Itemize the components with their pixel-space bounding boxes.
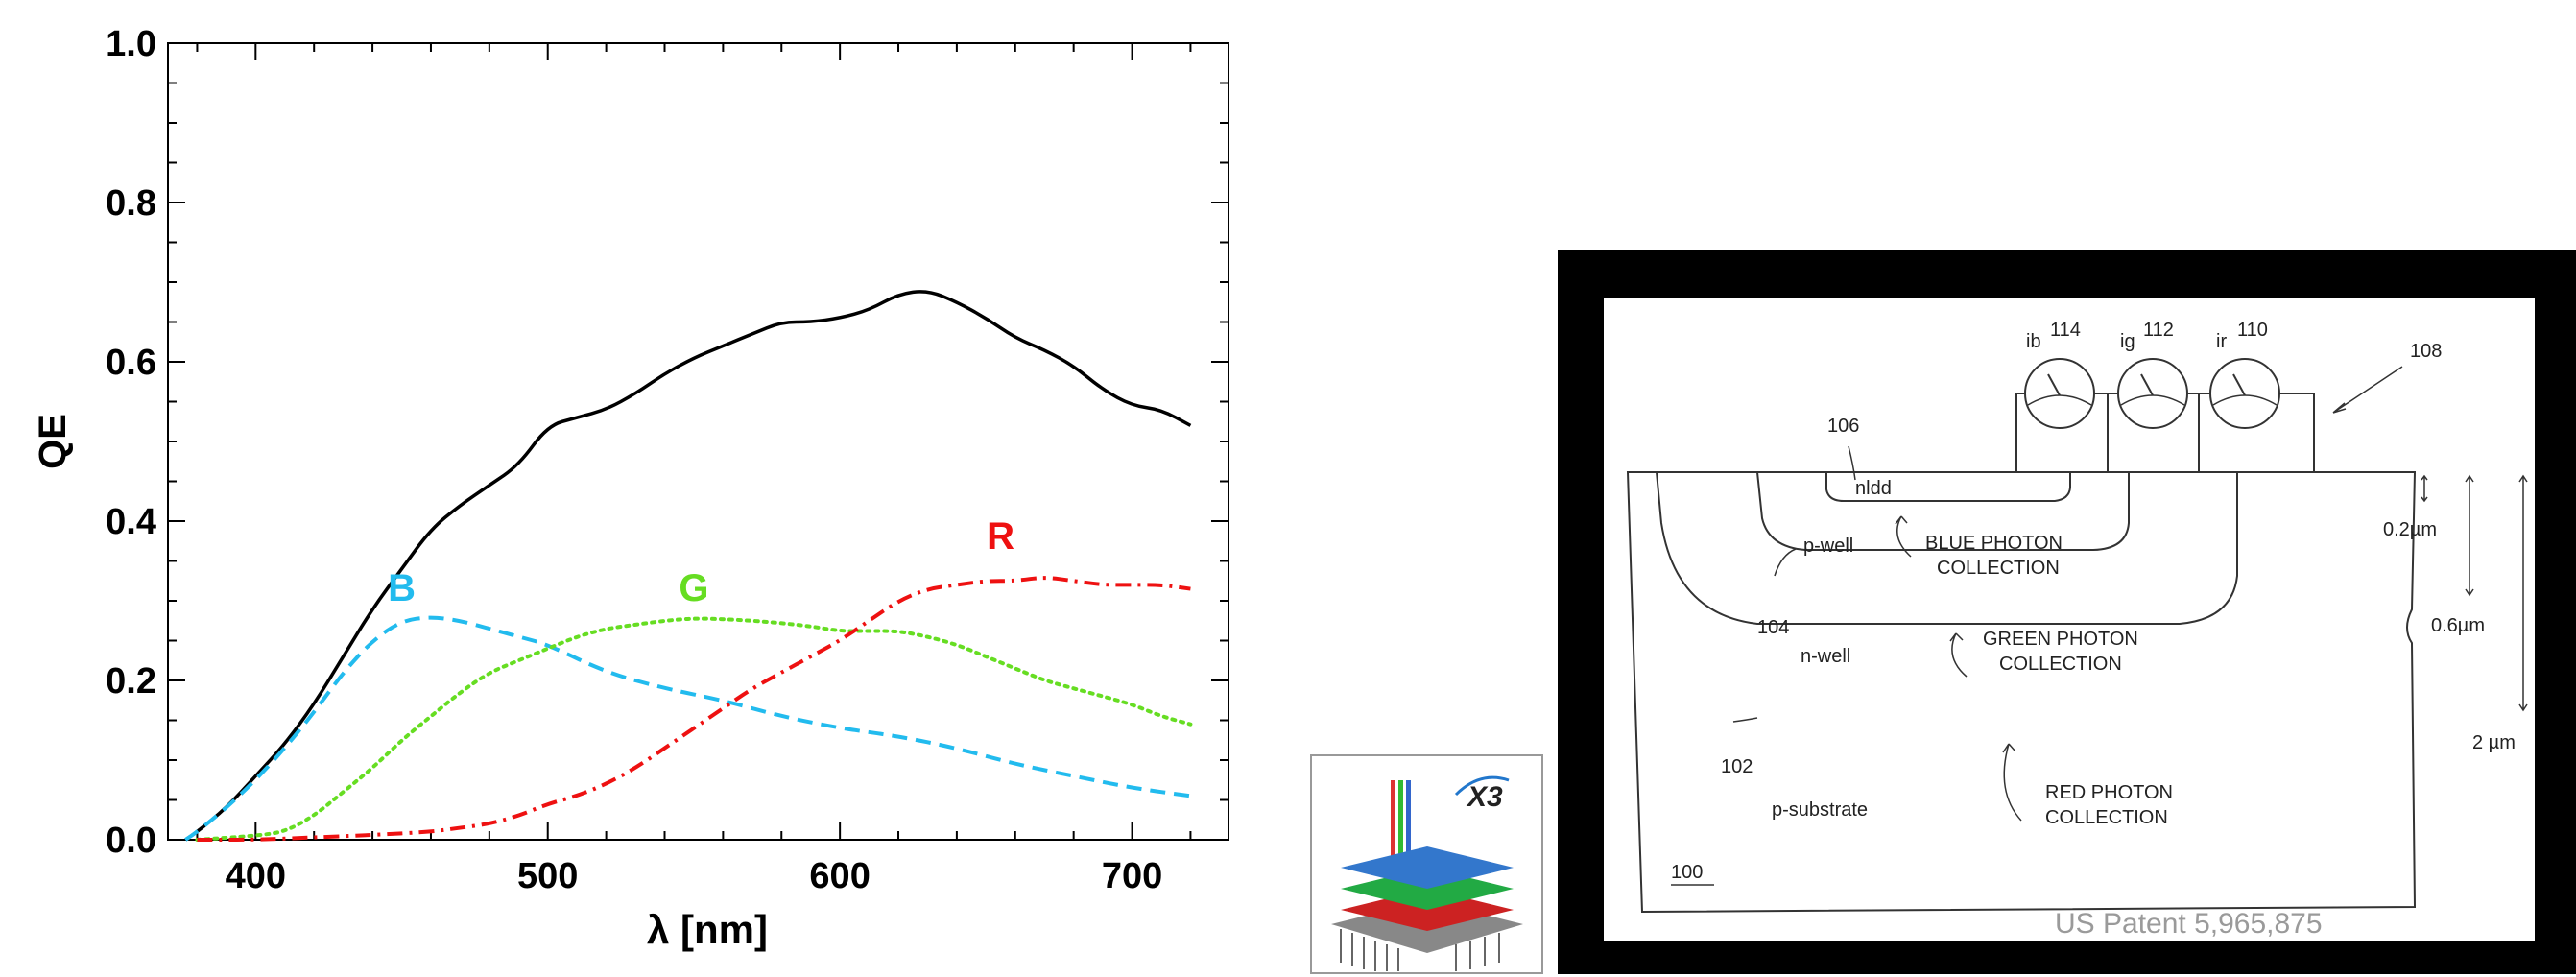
- arrow-green: [1949, 632, 1968, 678]
- x-tick-label: 400: [226, 856, 286, 896]
- x-tick-label: 700: [1102, 856, 1162, 896]
- arrow-red: [2002, 743, 2022, 822]
- label-106: 106: [1827, 416, 1859, 437]
- label-red-2: COLLECTION: [2045, 807, 2168, 828]
- series-label-g: G: [679, 567, 708, 609]
- label-102: 102: [1721, 756, 1753, 777]
- y-tick-label: 1.0: [106, 24, 156, 64]
- y-tick-labels: 0.0 0.2 0.4 0.6 0.8 1.0: [106, 24, 156, 861]
- light-beam-red: [1391, 780, 1395, 924]
- label-blue-2: COLLECTION: [1937, 558, 2060, 579]
- label-06um: 0.6µm: [2431, 615, 2485, 636]
- meter-ir: [2209, 358, 2280, 429]
- patent-watermark: US Patent 5,965,875: [2055, 908, 2323, 940]
- series-label-b: B: [388, 567, 416, 609]
- substrate-outline: [1626, 471, 2417, 914]
- sensor-stack-thumbnail: X3: [1310, 754, 1543, 974]
- series-line-total: [184, 290, 1192, 842]
- y-axis-label: QE: [32, 414, 74, 469]
- label-nwell: n-well: [1801, 646, 1850, 667]
- series-label-r: R: [987, 515, 1014, 558]
- leader-106: [1848, 445, 1856, 481]
- x-tick-labels: 400 500 600 700: [226, 856, 1163, 896]
- label-02um: 0.2µm: [2383, 519, 2437, 540]
- series-line-g: [195, 616, 1193, 842]
- x3-logo: X3: [1454, 775, 1510, 813]
- label-ib: ib: [2026, 331, 2041, 352]
- y-tick-label: 0.6: [106, 343, 156, 383]
- label-110: 110: [2237, 320, 2268, 341]
- label-104: 104: [1757, 617, 1789, 638]
- tick-marks: [168, 42, 1228, 841]
- patent-diagram: ib 114 ig 112 ir 110 108 106 nldd p-well…: [1604, 298, 2535, 941]
- label-blue-1: BLUE PHOTON: [1925, 533, 2063, 554]
- chip-pins: [1340, 929, 1500, 971]
- light-beam-blue: [1406, 780, 1411, 871]
- label-ig: ig: [2120, 331, 2135, 352]
- meter-ib: [2024, 358, 2095, 429]
- label-nldd: nldd: [1855, 478, 1892, 499]
- y-tick-label: 0.0: [106, 821, 156, 861]
- label-114: 114: [2050, 320, 2081, 341]
- label-pwell: p-well: [1803, 536, 1853, 557]
- x3-logo-text: X3: [1466, 781, 1503, 813]
- nldd-outline: [1825, 472, 2071, 502]
- dim-02: [2421, 474, 2428, 503]
- label-red-1: RED PHOTON: [2045, 782, 2173, 803]
- series-line-b: [184, 615, 1191, 842]
- y-tick-label: 0.2: [106, 661, 156, 702]
- x-tick-label: 500: [517, 856, 578, 896]
- pwell-outline: [1756, 471, 2130, 551]
- qe-chart: 400 500 600 700 0.0 0.2 0.4 0.6 0.8 1.0 B G R λ [n…: [32, 24, 1229, 952]
- x-tick-label: 600: [809, 856, 870, 896]
- nwell-outline: [1656, 471, 2238, 625]
- y-tick-label: 0.8: [106, 183, 156, 224]
- leader-104: [1774, 548, 1797, 577]
- label-ir: ir: [2216, 331, 2227, 352]
- meter-ig: [2117, 358, 2188, 429]
- label-108: 108: [2410, 341, 2442, 362]
- layer-blue: [1341, 846, 1514, 889]
- patent-diagram-frame: ib 114 ig 112 ir 110 108 106 nldd p-well…: [1558, 250, 2576, 974]
- light-beam-green: [1398, 780, 1403, 895]
- series-labels: B G R: [388, 515, 1014, 609]
- arrow-blue: [1895, 515, 1912, 558]
- label-green-1: GREEN PHOTON: [1983, 629, 2138, 650]
- arrow-108-line: [2332, 366, 2403, 414]
- y-tick-label: 0.4: [106, 502, 156, 542]
- label-112: 112: [2143, 320, 2174, 341]
- dim-06: [2465, 474, 2474, 597]
- series-lines: [184, 290, 1193, 842]
- series-line-r: [197, 576, 1191, 842]
- leader-102: [1732, 717, 1758, 723]
- label-2um: 2 µm: [2472, 732, 2516, 753]
- label-100: 100: [1671, 862, 1703, 883]
- label-psub: p-substrate: [1772, 799, 1868, 821]
- x-axis-label: λ [nm]: [647, 907, 768, 952]
- label-green-2: COLLECTION: [1999, 654, 2122, 675]
- plot-frame: [167, 42, 1229, 841]
- dim-2: [2518, 474, 2528, 712]
